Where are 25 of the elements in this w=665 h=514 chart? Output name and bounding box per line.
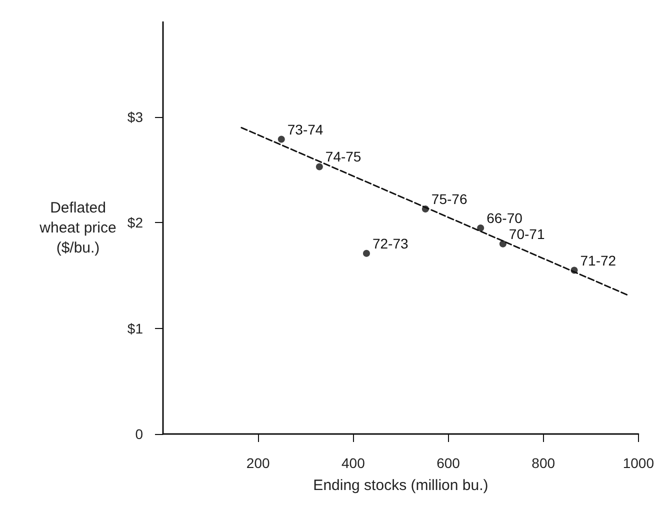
point: [499, 240, 506, 248]
point: [570, 266, 578, 274]
annotation: 74-75: [325, 148, 362, 165]
point: [316, 163, 323, 170]
y-tick-label: 0: [135, 426, 144, 442]
y-tick-label: $2: [127, 214, 144, 231]
y-tick-label: $3: [127, 109, 144, 126]
x-axis-title: Ending stocks (million bu.): [313, 477, 488, 494]
point: [422, 205, 429, 212]
x-tick-label: 200: [246, 455, 270, 471]
point: [278, 136, 285, 143]
x-tick-label: 1000: [622, 455, 654, 471]
point: [477, 224, 484, 232]
annotation: 66-70: [486, 210, 523, 226]
annotation: 70-71: [508, 226, 545, 242]
annotation: 75-76: [431, 190, 468, 207]
point: [362, 250, 370, 257]
x-tick-label: 400: [341, 455, 366, 471]
annotation: 73-74: [287, 121, 324, 138]
y-axis-title: Deflated wheat price ($/bu.): [38, 200, 116, 256]
annotation: 71-72: [580, 252, 616, 268]
x-tick-label: 600: [436, 455, 460, 471]
y-tick-label: $1: [127, 320, 144, 336]
x-tick-label: 800: [532, 455, 556, 471]
annotation: 72-73: [372, 235, 409, 252]
